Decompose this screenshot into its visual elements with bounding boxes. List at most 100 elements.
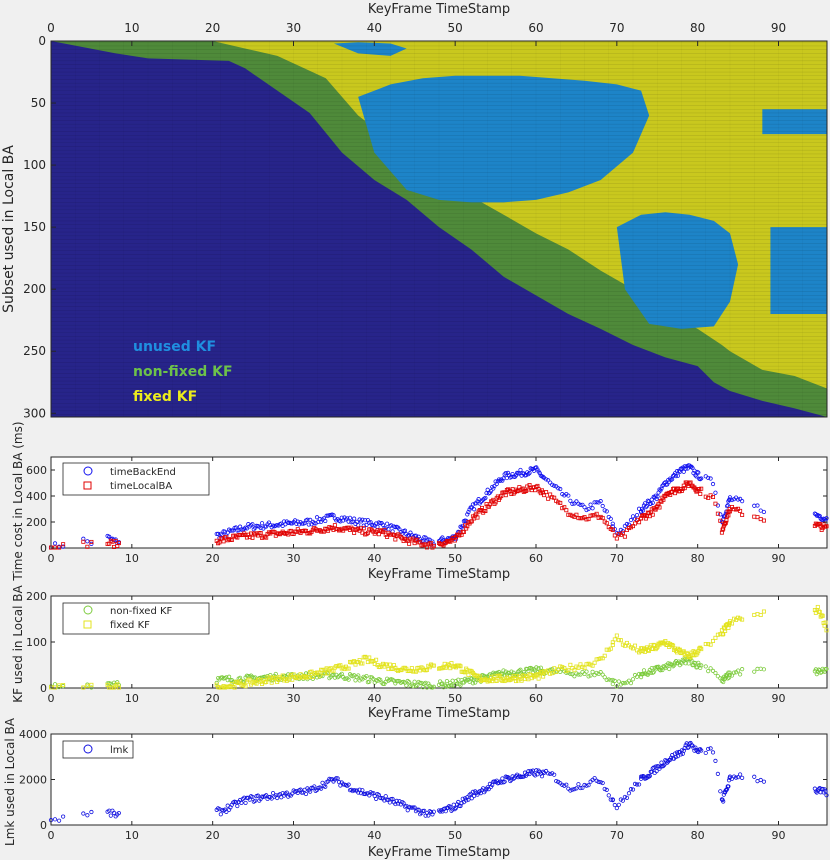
- time-cost-point-0: [755, 503, 760, 508]
- time-cost-point-1: [620, 530, 625, 535]
- lmk-point-0: [688, 740, 693, 746]
- kf-x-label: KeyFrame TimeStamp: [368, 706, 510, 721]
- time-cost-point-0: [699, 476, 704, 481]
- time-cost-point-1: [502, 490, 507, 495]
- kf-point-0: [646, 670, 651, 675]
- heatmap-x-tick-label: 80: [690, 21, 705, 35]
- kf-point-1: [633, 643, 638, 648]
- time-cost-point-1: [734, 507, 739, 512]
- time-cost-point-0: [352, 516, 357, 521]
- time-cost-point-1: [614, 536, 619, 541]
- kf-point-1: [703, 642, 708, 647]
- lmk-x-tick-label: 60: [529, 829, 543, 842]
- time-cost-point-1: [81, 539, 86, 544]
- time-cost-point-0: [236, 528, 241, 533]
- kf-point-1: [542, 669, 547, 674]
- kf-point-0: [622, 681, 628, 686]
- time-cost-point-0: [584, 507, 589, 513]
- time-cost-point-0: [483, 495, 488, 501]
- lmk-point-0: [536, 768, 541, 773]
- time-cost-point-1: [604, 521, 609, 526]
- time-cost-point-1: [534, 484, 539, 489]
- time-cost-point-1: [612, 533, 617, 538]
- time-cost-point-0: [683, 466, 688, 471]
- kf-point-1: [306, 674, 311, 679]
- time-cost-point-1: [732, 507, 737, 512]
- lmk-point-0: [253, 798, 258, 803]
- time-cost-point-1: [661, 497, 666, 502]
- time-cost-point-0: [500, 478, 505, 483]
- lmk-point-0: [308, 789, 313, 794]
- kf-point-1: [618, 638, 623, 643]
- lmk-point-0: [56, 818, 62, 823]
- time-cost-point-0: [476, 497, 481, 502]
- lmk-point-0: [217, 807, 222, 812]
- heatmap-x-axis-label: KeyFrame TimeStamp: [368, 2, 510, 17]
- lmk-point-0: [303, 791, 309, 797]
- kf-point-1: [730, 621, 735, 626]
- time-cost-point-0: [740, 499, 745, 504]
- time-cost-point-0: [492, 483, 497, 489]
- kf-point-0: [406, 680, 412, 685]
- legend-nonfixed: non-fixed KF: [110, 606, 173, 617]
- time-cost-point-1: [824, 524, 829, 529]
- kf-point-0: [640, 671, 646, 677]
- kf-point-1: [588, 662, 593, 667]
- kf-y-tick-label: 100: [26, 636, 47, 649]
- kf-point-0: [608, 678, 613, 683]
- time-cost-x-label: KeyFrame TimeStamp: [368, 567, 510, 582]
- kf-point-1: [374, 657, 379, 662]
- kf-point-1: [732, 616, 737, 621]
- lmk-point-0: [622, 794, 628, 800]
- time-cost-legend: timeBackEnd timeLocalBA: [62, 462, 210, 496]
- kf-point-1: [387, 662, 392, 667]
- kf-point-0: [548, 667, 553, 672]
- time-cost-point-1: [586, 517, 591, 522]
- legend-fixed: fixed KF: [110, 620, 150, 631]
- kf-point-0: [346, 677, 351, 682]
- kf-point-0: [706, 669, 711, 674]
- lmk-point-0: [382, 798, 387, 803]
- kf-point-1: [562, 666, 567, 671]
- lmk-point-0: [242, 795, 247, 800]
- kf-point-1: [468, 668, 473, 673]
- kf-point-1: [687, 654, 692, 659]
- lmk-point-0: [416, 807, 421, 812]
- lmk-point-0: [469, 796, 474, 801]
- kf-y-tick-label: 0: [40, 682, 47, 695]
- kf-point-1: [496, 674, 501, 679]
- kf-point-0: [680, 657, 685, 662]
- kf-point-1: [536, 676, 541, 681]
- kf-point-1: [734, 617, 739, 622]
- lmk-point-0: [552, 772, 557, 777]
- time-cost-point-1: [85, 544, 90, 549]
- time-cost-point-1: [692, 485, 697, 490]
- time-cost-point-1: [465, 524, 470, 529]
- lmk-point-0: [562, 783, 567, 788]
- lmk-point-0: [353, 788, 358, 793]
- lmk-point-0: [580, 785, 585, 790]
- lmk-x-tick-label: 40: [367, 829, 381, 842]
- kf-point-0: [458, 683, 463, 688]
- time-cost-point-1: [633, 521, 638, 526]
- time-cost-point-1: [486, 504, 491, 509]
- time-cost-point-1: [331, 527, 336, 532]
- kf-point-1: [552, 666, 557, 671]
- lmk-point-0: [610, 798, 615, 803]
- kf-point-0: [268, 672, 273, 678]
- time-cost-y-tick-label: 400: [26, 490, 47, 503]
- time-cost-panel: 0 10 20 30 40 50 60 70 80 90 0 200 400 600 KeyFrame T…: [11, 421, 829, 582]
- kf-point-0: [445, 684, 451, 689]
- kf-point-0: [590, 669, 595, 674]
- kf-point-1: [386, 667, 391, 672]
- heatmap-x-ticks: 0 10 20 30 40 50 60 70 80 90: [47, 21, 786, 46]
- time-cost-legend-box: [62, 462, 210, 496]
- lmk-point-0: [721, 799, 726, 804]
- kf-point-1: [502, 679, 507, 684]
- time-cost-point-0: [465, 512, 470, 517]
- time-cost-y-label: Time cost in Local BA (ms): [11, 421, 25, 581]
- time-cost-point-1: [730, 504, 735, 509]
- time-cost-point-0: [608, 516, 613, 521]
- lmk-point-0: [616, 802, 621, 807]
- kf-point-1: [558, 664, 563, 669]
